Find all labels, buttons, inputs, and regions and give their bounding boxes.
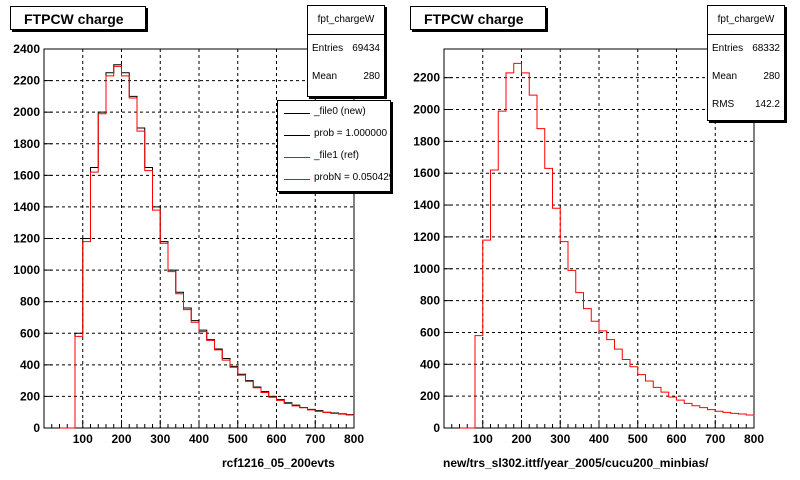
panel1-stats-row: Entries 69434 — [308, 35, 384, 63]
y-tick-label: 0 — [433, 421, 440, 435]
legend-swatch — [284, 135, 310, 136]
stats-label: RMS — [712, 99, 735, 110]
panel1-stats-row: Mean 280 — [308, 63, 384, 91]
y-tick-label: 1400 — [413, 198, 440, 212]
x-tick-label: 500 — [628, 432, 648, 446]
legend-entry: probN = 0.050429 — [278, 169, 391, 189]
legend-entry: _file1 (ref) — [278, 147, 390, 167]
panel1-stats-name: fpt_chargeW — [308, 6, 384, 35]
x-tick-label: 800 — [744, 432, 764, 446]
legend-label: prob = 1.000000 — [314, 128, 388, 139]
x-tick-label: 600 — [666, 432, 686, 446]
stats-label: Entries — [712, 43, 744, 54]
panel1-title: FTPCW charge — [10, 6, 146, 30]
x-tick-label: 600 — [266, 432, 286, 446]
y-tick-label: 600 — [420, 325, 440, 339]
panel2-title-text: FTPCW charge — [424, 11, 524, 27]
series-line — [459, 62, 755, 429]
x-tick-label: 700 — [705, 432, 725, 446]
y-tick-label: 1000 — [13, 263, 40, 277]
legend-swatch — [284, 113, 310, 114]
y-tick-label: 1000 — [413, 262, 440, 276]
y-tick-label: 1600 — [13, 168, 40, 182]
y-tick-label: 200 — [20, 389, 40, 403]
y-tick-label: 800 — [420, 294, 440, 308]
y-tick-label: 200 — [420, 389, 440, 403]
y-tick-label: 400 — [420, 357, 440, 371]
stats-value: 280 — [363, 71, 380, 82]
y-tick-label: 2000 — [413, 103, 440, 117]
x-tick-label: 100 — [473, 432, 493, 446]
x-tick-label: 300 — [150, 432, 170, 446]
panel1-xlabel: rcf1216_05_200evts — [222, 456, 335, 470]
legend-label: _file0 (new) — [314, 106, 366, 117]
legend-swatch — [284, 157, 310, 158]
stats-value: 69434 — [352, 43, 380, 54]
legend-label: _file1 (ref) — [314, 150, 360, 161]
panel2-xlabel: new/trs_sl302.ittf/year_2005/cucu200_min… — [443, 456, 709, 470]
panel2-stats-name: fpt_chargeW — [708, 6, 784, 35]
stats-value: 142.2 — [754, 99, 780, 110]
x-tick-label: 200 — [111, 432, 131, 446]
x-tick-label: 300 — [550, 432, 570, 446]
x-tick-label: 800 — [344, 432, 364, 446]
y-tick-label: 1600 — [413, 166, 440, 180]
y-tick-label: 400 — [20, 358, 40, 372]
stats-label: Mean — [712, 71, 738, 82]
panel2-title: FTPCW charge — [410, 6, 546, 30]
y-tick-label: 800 — [20, 295, 40, 309]
stats-value: 68332 — [752, 43, 780, 54]
y-tick-label: 1800 — [413, 134, 440, 148]
stats-label: Mean — [312, 71, 338, 82]
x-tick-label: 400 — [189, 432, 209, 446]
panel2-stats-box: fpt_chargeW Entries 68332 Mean 280 RMS 1… — [707, 5, 785, 121]
panel1-legend: _file0 (new) prob = 1.000000 _file1 (ref… — [277, 100, 391, 192]
y-tick-label: 2400 — [13, 42, 40, 56]
panel1-title-text: FTPCW charge — [24, 11, 124, 27]
legend-swatch — [284, 179, 310, 180]
y-tick-label: 1200 — [13, 232, 40, 246]
panel2-stats-row: Entries 68332 — [708, 35, 784, 63]
series-line — [59, 65, 355, 429]
y-tick-label: 1800 — [13, 137, 40, 151]
y-tick-label: 2000 — [13, 105, 40, 119]
x-tick-label: 100 — [73, 432, 93, 446]
panel2-stats-row: Mean 280 — [708, 63, 784, 91]
y-tick-label: 2200 — [413, 71, 440, 85]
y-tick-label: 1400 — [13, 200, 40, 214]
stats-value: 280 — [763, 71, 780, 82]
x-tick-label: 700 — [305, 432, 325, 446]
y-tick-label: 1200 — [413, 230, 440, 244]
x-tick-label: 500 — [228, 432, 248, 446]
x-tick-label: 400 — [589, 432, 609, 446]
y-tick-label: 600 — [20, 326, 40, 340]
stats-label: Entries — [312, 43, 344, 54]
panel2-stats-row: RMS 142.2 — [708, 91, 784, 119]
y-tick-label: 0 — [33, 421, 40, 435]
legend-label: probN = 0.050429 — [314, 172, 391, 183]
panel1-stats-box: fpt_chargeW Entries 69434 Mean 280 — [307, 5, 385, 97]
legend-entry: prob = 1.000000 — [278, 125, 390, 145]
legend-entry: _file0 (new) — [278, 103, 390, 123]
y-tick-label: 2200 — [13, 74, 40, 88]
x-tick-label: 200 — [511, 432, 531, 446]
